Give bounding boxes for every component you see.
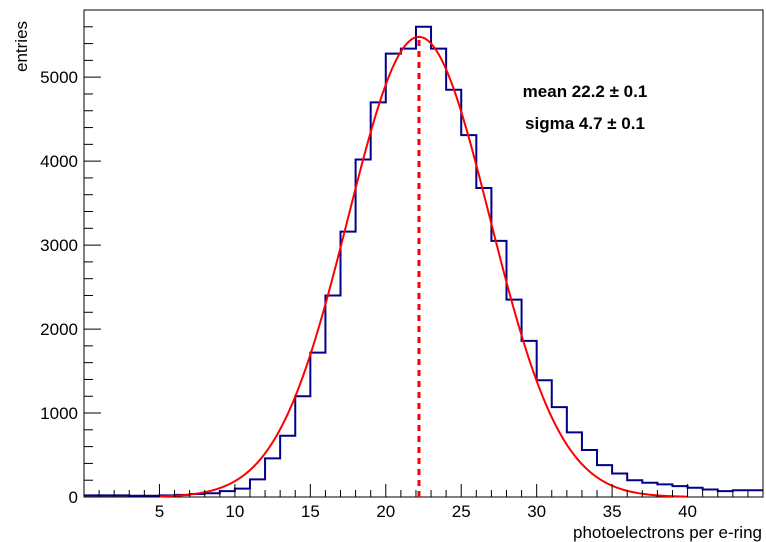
x-tick-label: 30 (527, 502, 546, 521)
x-tick-label: 20 (376, 502, 395, 521)
histogram-bin (431, 49, 446, 497)
histogram-bin (582, 450, 597, 497)
x-tick-label: 15 (301, 502, 320, 521)
histogram-bin (401, 49, 416, 497)
y-tick-label: 3000 (40, 236, 78, 255)
histogram-bin (295, 396, 310, 497)
histogram-bin (325, 295, 340, 497)
histogram-bin (703, 489, 718, 497)
axes-group: 5 10 15 20 25 30 35 40 0 1000 2000 3000 4000 5000 (40, 9, 764, 521)
histogram-bin (627, 480, 642, 497)
plot-frame (83, 9, 764, 498)
y-tick-label: 4000 (40, 152, 78, 171)
y-tick-label: 5000 (40, 68, 78, 87)
histogram-bin (567, 432, 582, 497)
mean-annotation: mean 22.2 ± 0.1 (523, 82, 648, 101)
gaussian-fit-curve (159, 35, 688, 498)
histogram-bin (310, 353, 325, 497)
y-tick-label: 0 (69, 488, 78, 507)
histogram-bin (612, 473, 627, 497)
x-tick-label: 10 (225, 502, 244, 521)
histogram-bin (733, 490, 748, 497)
histogram-bin (386, 54, 401, 497)
histogram-bin (522, 341, 537, 497)
x-tick-label: 40 (678, 502, 697, 521)
histogram-bin (341, 232, 356, 497)
fit-curve-group (159, 35, 688, 498)
plot-frame-group (83, 9, 764, 498)
x-tick-label: 25 (452, 502, 471, 521)
histogram-bin (476, 188, 491, 497)
x-tick-label: 5 (155, 502, 164, 521)
histogram-bin (356, 159, 371, 497)
histogram-bin (250, 479, 265, 497)
histogram-bin (371, 102, 386, 497)
y-axis-title: entries (12, 21, 31, 72)
histogram-bin (461, 135, 476, 497)
histogram-group (84, 25, 763, 497)
y-tick-label: 1000 (40, 404, 78, 423)
histogram-bin (748, 490, 763, 497)
histogram-bin (688, 488, 703, 497)
histogram-bin (280, 436, 295, 497)
histogram-bin (265, 458, 280, 497)
x-tick-label: 35 (603, 502, 622, 521)
histogram-bin (446, 90, 461, 497)
x-axis-title: photoelectrons per e-ring (573, 523, 762, 542)
histogram-bin (491, 241, 506, 497)
y-tick-label: 2000 (40, 320, 78, 339)
sigma-annotation: sigma 4.7 ± 0.1 (525, 114, 645, 133)
histogram-bin (235, 489, 250, 497)
